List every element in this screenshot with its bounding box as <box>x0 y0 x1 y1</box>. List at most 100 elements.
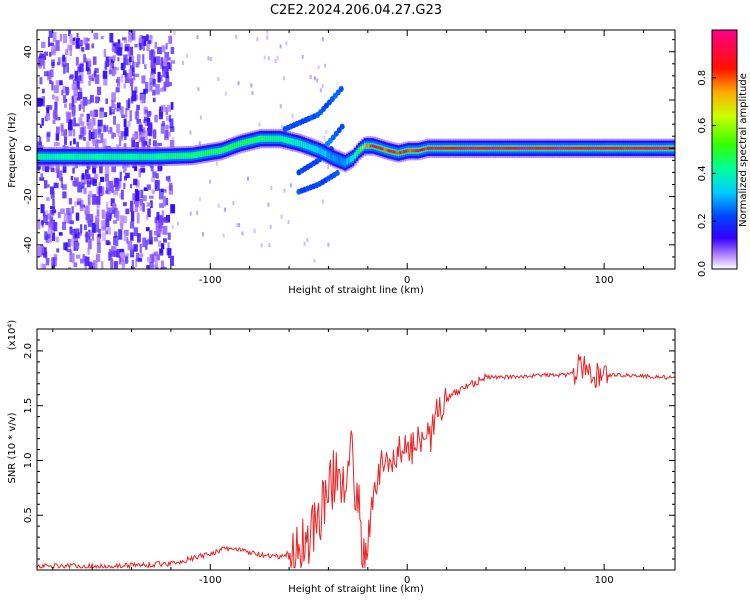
spectrogram-speckle <box>79 127 85 138</box>
spectrogram-speckle <box>95 215 100 222</box>
spectrogram-speckle <box>266 30 269 35</box>
spectrogram-speckle <box>91 222 96 233</box>
spectrogram-speckle <box>74 70 78 81</box>
spectrogram-speckle <box>280 124 283 129</box>
spectrogram-speckle <box>129 74 132 82</box>
spectrogram-speckle <box>113 190 119 196</box>
spectrogram-speckle <box>80 47 85 52</box>
spectrogram-speckle <box>94 222 100 233</box>
spectrogram-speckle <box>87 60 92 68</box>
spectrogram-speckle <box>168 82 173 87</box>
spectrogram-ridge-core <box>163 154 166 158</box>
spectrogram-speckle <box>92 118 96 126</box>
spectrogram-y-label: Frequency (Hz) <box>7 112 18 188</box>
spectrogram-speckle <box>164 217 167 222</box>
spectrogram-speckle <box>95 195 101 205</box>
spectrogram-speckle <box>158 188 164 200</box>
spectrogram-speckle <box>129 183 133 189</box>
spectrogram-speckle <box>147 238 152 245</box>
spectrogram-speckle <box>49 42 55 46</box>
spectrogram-ridge-core <box>200 152 203 156</box>
spectrogram-speckle <box>41 117 44 126</box>
spectrogram-speckle <box>163 188 167 193</box>
spectrogram-speckle <box>143 187 149 191</box>
colorbar-tick-label: 0.8 <box>697 70 708 86</box>
spectrogram-speckle <box>90 262 96 268</box>
spectrogram-speckle <box>159 223 162 232</box>
spectrogram-ridge-core <box>159 155 162 158</box>
spectrogram-speckle <box>56 248 60 253</box>
spectrogram-ridge-core <box>326 153 329 157</box>
spectrogram-ridge-core <box>113 155 117 159</box>
spectrogram-speckle <box>69 33 73 44</box>
spectrogram-ridge-core <box>438 146 442 150</box>
spectrogram-ridge-core <box>363 144 367 148</box>
spectrogram-ridge-core <box>115 155 119 159</box>
spectrogram-ridge-core <box>354 154 357 157</box>
spectrogram-speckle <box>138 131 142 143</box>
spectrogram-speckle <box>146 34 149 42</box>
spectrogram-speckle <box>129 79 133 87</box>
spectrogram-ridge-core <box>446 146 449 150</box>
spectrogram-speckle <box>59 80 63 86</box>
spectrogram-speckle <box>67 44 72 51</box>
spectrogram-ridge-core <box>584 146 587 150</box>
spectrogram-speckle <box>89 94 94 103</box>
spectrogram-speckle <box>96 86 102 96</box>
spectrogram-speckle <box>120 253 124 264</box>
spectrogram-x-tick-label: 100 <box>595 275 614 286</box>
spectrogram-speckle <box>164 129 169 138</box>
spectrogram-speckle <box>59 33 63 42</box>
spectrogram-ridge-core <box>440 146 443 150</box>
spectrogram-speckle <box>117 178 122 189</box>
spectrogram-ridge-core <box>359 147 363 151</box>
spectrogram-speckle <box>124 73 130 84</box>
spectrogram-speckle <box>125 107 128 118</box>
spectrogram-ridge-core <box>501 146 505 150</box>
spectrogram-speckle <box>165 176 171 181</box>
spectrogram-speckle <box>55 96 59 102</box>
spectrogram-ridge-core <box>243 141 247 144</box>
spectrogram-ridge-core <box>76 155 79 159</box>
spectrogram-speckle <box>123 182 126 190</box>
spectrogram-speckle <box>92 129 98 139</box>
spectrogram-speckle <box>60 177 63 188</box>
spectrogram-speckle <box>84 176 90 185</box>
spectrogram-ridge-core <box>470 146 473 150</box>
spectrogram-speckle <box>150 200 153 209</box>
spectrogram-ticks: -100 0 100 -40 -20 0 20 40 <box>23 30 675 286</box>
spectrogram-ridge-core <box>46 155 50 159</box>
spectrogram-ridge-core <box>80 155 83 159</box>
spectrogram-ridge-core <box>552 146 556 150</box>
spectrogram-speckle <box>63 64 66 74</box>
spectrogram-speckle <box>75 254 81 259</box>
spectrogram-ridge-core <box>100 155 103 159</box>
spectrogram-ridge-core <box>143 155 146 159</box>
spectrogram-speckle <box>41 88 45 94</box>
spectrogram-speckle <box>147 257 152 263</box>
spectrogram-speckle <box>42 264 46 269</box>
spectrogram-speckle <box>77 91 83 100</box>
spectrogram-speckle <box>105 98 109 104</box>
spectrogram-ridge-core <box>466 146 469 150</box>
spectrogram-speckle <box>126 237 129 244</box>
spectrogram-ridge-core <box>265 137 268 141</box>
spectrogram-speckle <box>224 91 227 96</box>
spectrogram-ridge-core <box>515 146 518 150</box>
spectrogram-ridge-core <box>432 146 436 150</box>
spectrogram-ridge-core <box>271 137 274 141</box>
spectrogram-speckle <box>88 81 91 86</box>
spectrogram-ridge-core <box>52 155 56 159</box>
spectrogram-speckle <box>91 194 97 205</box>
spectrogram-speckle <box>172 137 175 142</box>
spectrogram-speckle <box>111 92 116 103</box>
spectrogram-speckle <box>144 109 148 113</box>
spectrogram-speckle <box>148 138 151 145</box>
spectrogram-ridge-core <box>180 154 184 158</box>
spectrogram-ridge-core <box>324 152 327 156</box>
spectrogram-speckle <box>43 59 46 70</box>
spectrogram-speckle <box>88 130 91 141</box>
spectrogram-speckle <box>72 232 75 239</box>
spectrogram-ridge-core <box>460 146 463 150</box>
